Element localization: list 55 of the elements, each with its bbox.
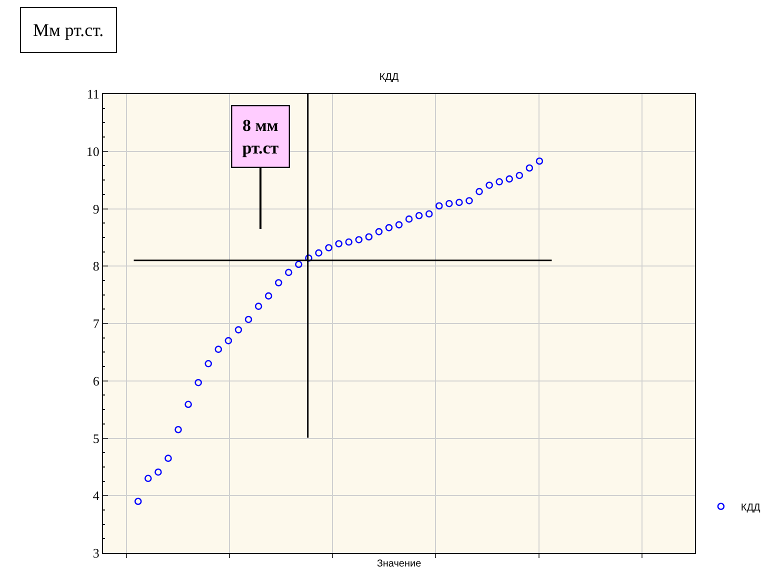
point [204, 360, 212, 368]
point [496, 178, 503, 186]
point [355, 236, 363, 244]
point [486, 182, 493, 189]
point [174, 426, 182, 434]
point [335, 240, 342, 248]
point [466, 197, 473, 204]
point [385, 224, 393, 232]
y-tick-label: 7 [92, 316, 100, 332]
point [405, 215, 413, 223]
point [395, 221, 403, 228]
point [224, 337, 232, 344]
y-tick-label: 3 [92, 546, 100, 561]
point [234, 326, 242, 334]
y-tick-label: 9 [92, 201, 100, 216]
point [154, 468, 162, 476]
point [284, 268, 292, 276]
point [214, 346, 222, 353]
point [144, 474, 152, 482]
point [194, 378, 202, 386]
point [526, 164, 534, 172]
point [264, 292, 272, 300]
point [476, 188, 483, 196]
point [435, 202, 443, 210]
y-axis-title: Мм рт.ст. [33, 20, 104, 40]
point [345, 238, 352, 246]
y-tick-label: 11 [86, 86, 100, 102]
y-tick-label: 5 [92, 430, 100, 446]
chart-title: КДД [379, 72, 399, 83]
point [415, 212, 423, 220]
point [536, 157, 544, 165]
point [516, 172, 524, 180]
point [325, 244, 332, 252]
point [295, 260, 302, 268]
point [456, 198, 463, 206]
point [244, 316, 252, 324]
point [305, 254, 312, 262]
point [375, 228, 383, 236]
point [425, 210, 433, 218]
y-tick-label: 8 [92, 258, 100, 274]
annotation: 8 мм рт.ст [242, 116, 280, 158]
legend-label: КДД [740, 502, 761, 514]
x-axis-title: Значение [376, 558, 422, 570]
point [134, 498, 142, 506]
point [315, 249, 322, 257]
point [254, 302, 262, 310]
point [184, 400, 192, 408]
point [446, 200, 453, 208]
y-tick-label: 10 [86, 144, 100, 159]
y-tick-label: 4 [92, 488, 100, 504]
point [274, 279, 282, 286]
point [365, 233, 373, 241]
y-tick-label: 6 [92, 373, 100, 388]
point [506, 175, 514, 183]
point [164, 454, 172, 462]
